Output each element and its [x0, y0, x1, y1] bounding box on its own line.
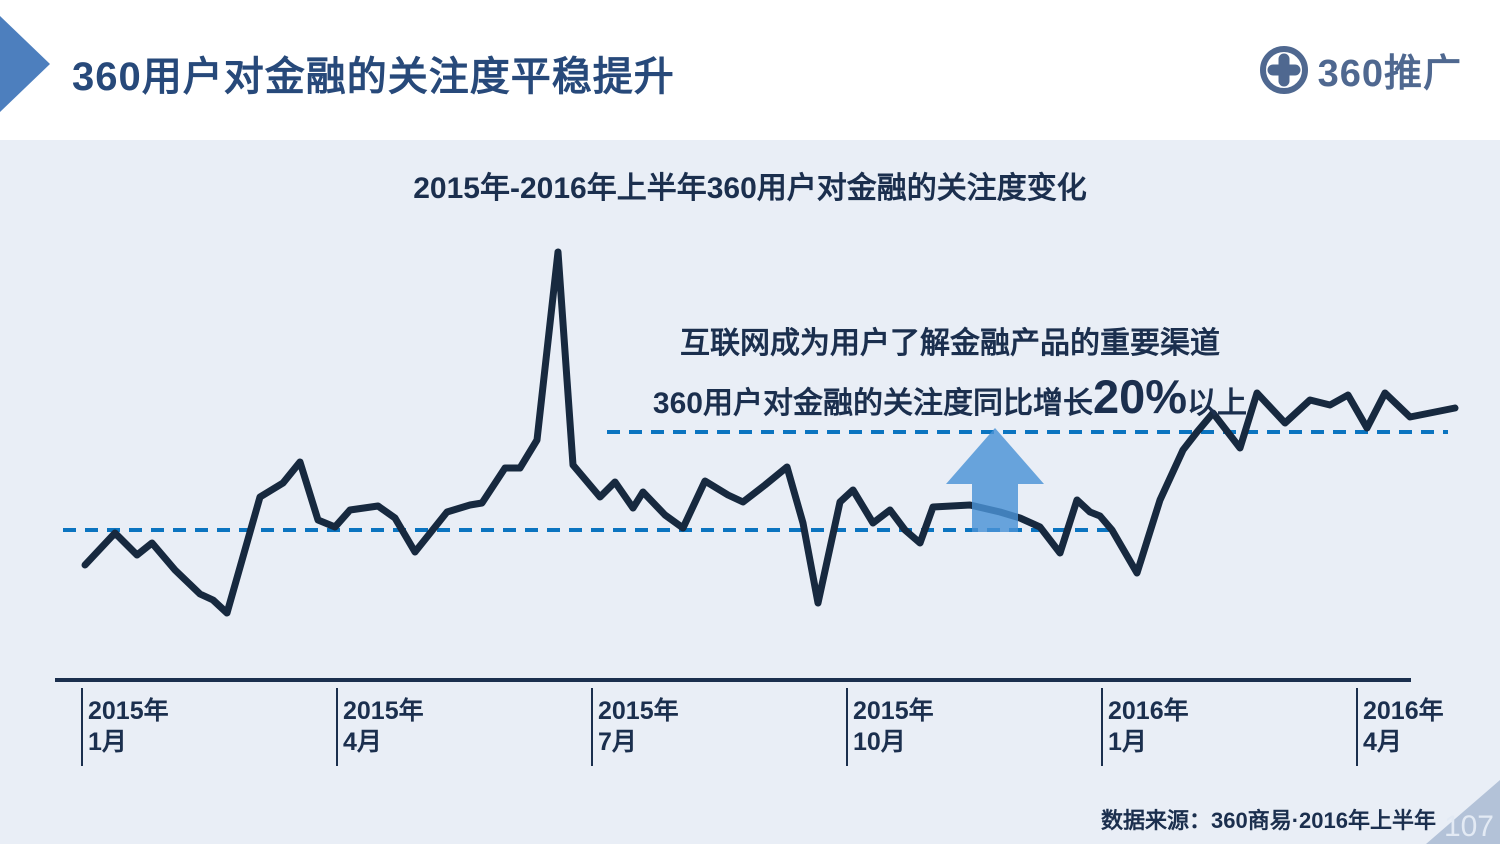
data-source-note: 数据来源：360商易·2016年上半年 — [1101, 808, 1436, 833]
header: 360用户对金融的关注度平稳提升 360推广 — [0, 0, 1500, 140]
brand-logo: 360推广 — [1258, 42, 1462, 97]
series-line — [81, 248, 1459, 617]
brand-logo-text: 360推广 — [1317, 53, 1462, 95]
chart-area: 2015年-2016年上半年360用户对金融的关注度变化 互联网成为用户了解金融… — [0, 140, 1500, 844]
header-accent-triangle-icon — [0, 16, 50, 112]
360-circle-plus-icon — [1259, 45, 1308, 94]
chart-title: 2015年-2016年上半年360用户对金融的关注度变化 — [413, 172, 1087, 205]
growth-up-arrow-icon — [946, 428, 1044, 532]
annotation-line-2: 360用户对金融的关注度同比增长20%以上 — [650, 372, 1250, 429]
page-title: 360用户对金融的关注度平稳提升 — [72, 55, 675, 99]
page-number: 107 — [1443, 810, 1494, 843]
chart-annotation: 互联网成为用户了解金融产品的重要渠道 360用户对金融的关注度同比增长20%以上 — [650, 318, 1250, 429]
line-chart — [55, 248, 1459, 766]
annotation-line-2-prefix: 360用户对金融的关注度同比增长 — [652, 387, 1093, 420]
annotation-line-1: 互联网成为用户了解金融产品的重要渠道 — [680, 327, 1220, 360]
annotation-growth-percent: 20% — [1092, 370, 1188, 423]
annotation-line-2-suffix: 以上 — [1187, 387, 1248, 420]
